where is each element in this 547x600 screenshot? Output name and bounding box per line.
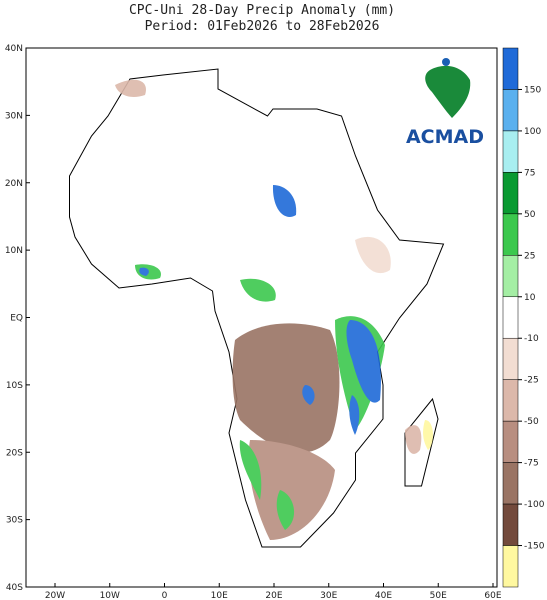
lon-label: 30E — [320, 591, 337, 600]
colorbar-label: 150 — [524, 85, 541, 95]
colorbar-label: -10 — [524, 334, 539, 344]
colorbar: 150 100 75 50 25 10 -10 -25 -50 -75 -100 -150 — [502, 47, 545, 588]
colorbar-label: 25 — [524, 251, 535, 261]
subtitle: Period: 01Feb2026 to 28Feb2026 — [145, 19, 380, 34]
colorbar-box — [502, 172, 519, 215]
colorbar-label: -25 — [524, 376, 539, 386]
lat-label: 40S — [6, 583, 23, 593]
colorbar-box — [502, 255, 519, 298]
lat-label: 30S — [6, 516, 23, 526]
lat-label: 40N — [5, 44, 23, 54]
lon-label: 40E — [375, 591, 392, 600]
colorbar-box — [502, 503, 519, 546]
colorbar-box — [502, 337, 519, 380]
colorbar-label: 75 — [524, 168, 535, 178]
lon-labels: 20W 10W 0 10E 20E 30E 40E 50E 60E — [45, 583, 502, 600]
lat-label: 20S — [6, 448, 23, 458]
lon-label: 60E — [484, 591, 501, 600]
lon-label: 10E — [211, 591, 228, 600]
colorbar-label: -150 — [524, 542, 545, 552]
colorbar-box — [502, 545, 519, 588]
lon-label: 50E — [430, 591, 447, 600]
lat-label: 20N — [5, 179, 23, 189]
title: CPC-Uni 28-Day Precip Anomaly (mm) — [129, 3, 395, 18]
colorbar-box — [502, 47, 519, 90]
anomaly-shading — [115, 79, 433, 540]
lon-label: 20E — [265, 591, 282, 600]
colorbar-box — [502, 420, 519, 463]
lon-label: 20W — [45, 591, 65, 600]
colorbar-box — [502, 213, 519, 256]
lat-label: 10N — [5, 246, 23, 256]
lat-label: EQ — [10, 314, 23, 324]
colorbar-label: 100 — [524, 127, 541, 137]
colorbar-box — [502, 379, 519, 422]
colorbar-box — [502, 296, 519, 339]
africa — [69, 68, 445, 548]
colorbar-label: -75 — [524, 459, 539, 469]
colorbar-label: -50 — [524, 417, 539, 427]
logo: ACMAD — [406, 58, 484, 148]
colorbar-label: -100 — [524, 500, 545, 510]
lat-label: 30N — [5, 111, 23, 121]
lat-label: 10S — [6, 381, 23, 391]
lon-label: 10W — [100, 591, 120, 600]
lon-label: 0 — [162, 591, 168, 600]
colorbar-label: 10 — [524, 293, 536, 303]
colorbar-label: 50 — [524, 210, 536, 220]
colorbar-box — [502, 89, 519, 132]
logo-text: ACMAD — [406, 126, 484, 148]
colorbar-box — [502, 130, 519, 173]
colorbar-box — [502, 462, 519, 505]
lat-labels: 40N 30N 20N 10N EQ 10S 20S 30S 40S — [5, 44, 30, 593]
